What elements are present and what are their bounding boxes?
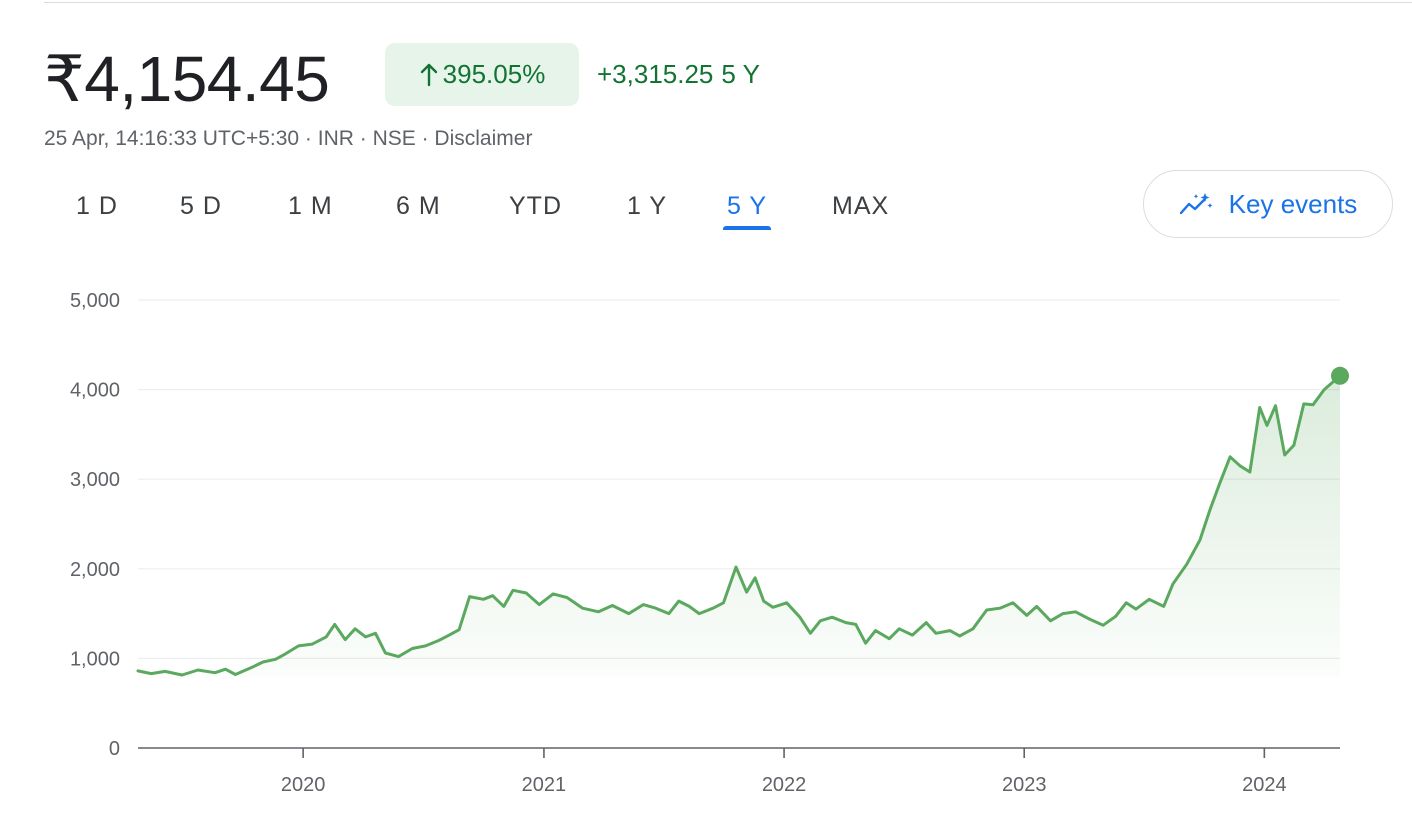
- tab-6m[interactable]: 6 M: [396, 192, 441, 220]
- change-period: 5 Y: [721, 59, 760, 89]
- tab-max[interactable]: MAX: [832, 192, 890, 220]
- tab-1y[interactable]: 1 Y: [627, 192, 668, 220]
- range-tabs: 1 D 5 D 1 M 6 M YTD 1 Y 5 Y MAX: [0, 186, 1000, 236]
- sparkle-trend-icon: [1179, 193, 1213, 215]
- tab-1m[interactable]: 1 M: [288, 192, 333, 220]
- absolute-change-value: +3,315.25: [597, 59, 714, 89]
- latest-price-dot: [1331, 366, 1349, 385]
- percent-change-value: 395.05%: [442, 59, 546, 89]
- y-tick-label: 5,000: [70, 290, 120, 312]
- price-chart: 0 1,000 2,000 3,000 4,000 5,000 2020 2021 2022 20…: [0, 270, 1412, 832]
- price-series-line: [136, 374, 1342, 677]
- tab-5y[interactable]: 5 Y: [722, 186, 772, 230]
- y-tick-label: 1,000: [70, 648, 120, 670]
- x-tick-label: 2021: [522, 774, 567, 796]
- y-tick-label: 0: [109, 738, 120, 760]
- top-divider: [44, 2, 1412, 3]
- price-chart-svg: 0 1,000 2,000 3,000 4,000 5,000 2020 2021 2022 20…: [70, 290, 1349, 796]
- key-events-button[interactable]: Key events: [1143, 170, 1393, 238]
- y-tick-label: 2,000: [70, 559, 120, 581]
- quote-meta: 25 Apr, 14:16:33 UTC+5:30 · INR · NSE · …: [44, 127, 533, 150]
- y-tick-label: 3,000: [70, 469, 120, 491]
- absolute-change: +3,315.25 5 Y: [597, 56, 760, 92]
- current-price: ₹4,154.45: [44, 43, 330, 115]
- tab-1d[interactable]: 1 D: [76, 192, 118, 220]
- percent-change-badge: 395.05%: [385, 43, 579, 106]
- arrow-up-icon: [420, 63, 437, 86]
- x-tick-label: 2023: [1002, 774, 1047, 796]
- tab-5d[interactable]: 5 D: [180, 192, 222, 220]
- x-tick-label: 2024: [1242, 774, 1287, 796]
- tab-ytd[interactable]: YTD: [509, 192, 562, 220]
- key-events-label: Key events: [1228, 188, 1358, 219]
- x-tick-label: 2022: [762, 774, 807, 796]
- x-tick-label: 2020: [281, 774, 326, 796]
- y-tick-label: 4,000: [70, 380, 120, 402]
- price-area-fill: [138, 375, 1340, 678]
